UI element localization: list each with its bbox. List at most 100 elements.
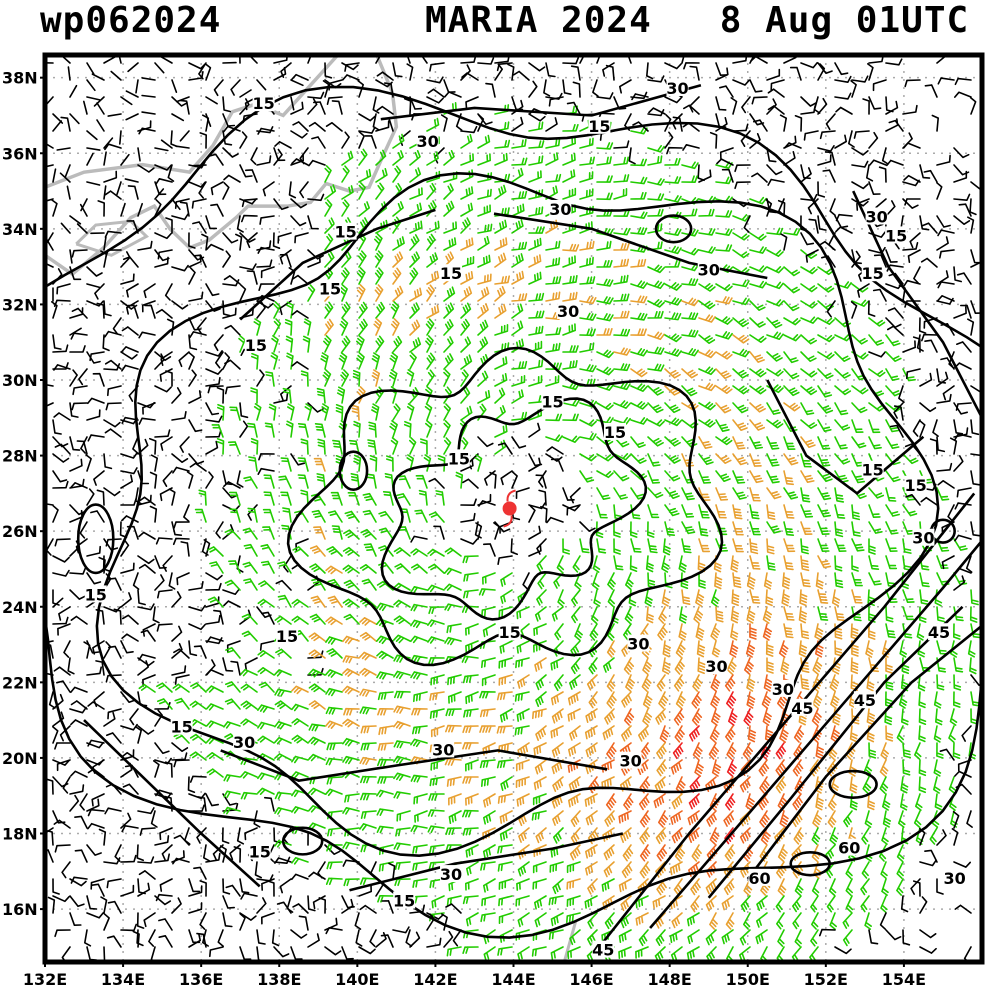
wind-barb xyxy=(579,328,596,337)
wind-barb xyxy=(673,878,683,896)
wind-barb xyxy=(647,280,665,290)
wind-barb xyxy=(462,895,479,905)
wind-barb xyxy=(308,700,326,710)
wind-barb xyxy=(656,742,667,760)
wind-barb xyxy=(393,670,411,680)
wind-barb xyxy=(376,789,394,798)
wind-barb xyxy=(721,929,734,945)
wind-barb xyxy=(902,742,911,759)
wind-barb xyxy=(849,725,858,743)
wind-barb xyxy=(545,173,562,183)
wind-barb xyxy=(664,402,681,414)
contour-label: 30 xyxy=(619,752,641,771)
wind-barb xyxy=(862,776,872,794)
wind-barb xyxy=(834,640,843,657)
wind-barb xyxy=(740,895,751,912)
wind-barb xyxy=(656,878,667,896)
wind-barb xyxy=(691,844,702,862)
wind-barb xyxy=(54,443,71,455)
wind-barb xyxy=(96,489,105,506)
wind-barb xyxy=(103,300,112,317)
wind-barb xyxy=(562,399,580,407)
wind-barb xyxy=(104,190,122,200)
wind-barb xyxy=(477,273,492,285)
wind-barb xyxy=(149,505,158,523)
wind-barb xyxy=(721,895,734,911)
wind-barb xyxy=(230,79,241,96)
wind-barb xyxy=(500,589,513,604)
contour-band-8 xyxy=(493,212,768,280)
wind-barb xyxy=(548,96,564,107)
wind-barb xyxy=(410,619,428,629)
wind-barb xyxy=(188,878,201,893)
wind-barb xyxy=(662,657,671,675)
wind-barb xyxy=(359,823,377,831)
wind-barb xyxy=(392,285,404,302)
wind-barb xyxy=(280,62,292,78)
wind-barb xyxy=(414,810,428,823)
wind-barb xyxy=(868,436,882,450)
wind-barb xyxy=(242,527,258,540)
wind-barb xyxy=(341,301,351,319)
wind-barb xyxy=(149,471,158,489)
wind-barb xyxy=(587,912,598,929)
wind-barb xyxy=(311,509,326,523)
wind-barb xyxy=(107,385,122,397)
wind-barb xyxy=(548,895,564,906)
wind-barb xyxy=(425,335,434,353)
wind-barb xyxy=(902,623,913,639)
wind-barb xyxy=(647,310,664,319)
wind-barb xyxy=(188,902,203,914)
wind-barb xyxy=(800,316,818,324)
wind-barb xyxy=(137,725,155,735)
wind-barb xyxy=(553,827,564,844)
wind-barb xyxy=(93,470,105,486)
wind-barb xyxy=(647,453,661,467)
wind-barb xyxy=(674,657,685,675)
wind-barb xyxy=(719,85,734,98)
wind-barb xyxy=(851,385,869,395)
wind-barb xyxy=(562,538,570,555)
wind-barb xyxy=(517,912,530,928)
wind-barb xyxy=(613,487,628,500)
wind-barb xyxy=(642,708,653,726)
wind-barb xyxy=(341,131,350,149)
wind-barb xyxy=(483,810,496,825)
wind-barb xyxy=(948,776,957,794)
wind-barb xyxy=(826,895,836,913)
wind-barb xyxy=(800,453,812,468)
wind-barb xyxy=(868,521,883,534)
lon-label: 152E xyxy=(804,970,848,989)
wind-barb xyxy=(834,75,852,83)
wind-barb xyxy=(224,324,241,336)
wind-barb xyxy=(149,437,157,455)
wind-barb xyxy=(953,306,967,319)
contour-label-bg xyxy=(861,460,884,478)
wind-barb xyxy=(970,589,979,606)
wind-barb xyxy=(511,203,525,217)
wind-barb xyxy=(499,810,513,824)
wind-barb xyxy=(618,929,632,943)
wind-barb xyxy=(353,454,362,472)
wind-barb xyxy=(154,429,171,438)
wind-barb xyxy=(375,149,387,166)
wind-barb xyxy=(698,334,716,344)
wind-barb xyxy=(698,538,711,553)
wind-barb xyxy=(52,470,68,483)
contour-label-bg xyxy=(853,691,876,709)
wind-barb xyxy=(444,91,462,98)
wind-barb xyxy=(71,402,88,411)
wind-barb xyxy=(834,623,843,640)
wind-barb xyxy=(630,348,648,357)
wind-barb xyxy=(817,385,833,398)
wind-barb xyxy=(427,825,445,834)
wind-barb xyxy=(851,504,860,521)
wind-barb xyxy=(222,588,240,595)
wind-barb xyxy=(613,400,631,409)
wind-barb xyxy=(898,691,908,709)
wind-barb xyxy=(154,835,170,846)
wind-barb xyxy=(97,200,105,217)
wind-barb xyxy=(912,336,921,353)
wind-barb xyxy=(409,187,423,200)
wind-barb xyxy=(377,758,394,767)
